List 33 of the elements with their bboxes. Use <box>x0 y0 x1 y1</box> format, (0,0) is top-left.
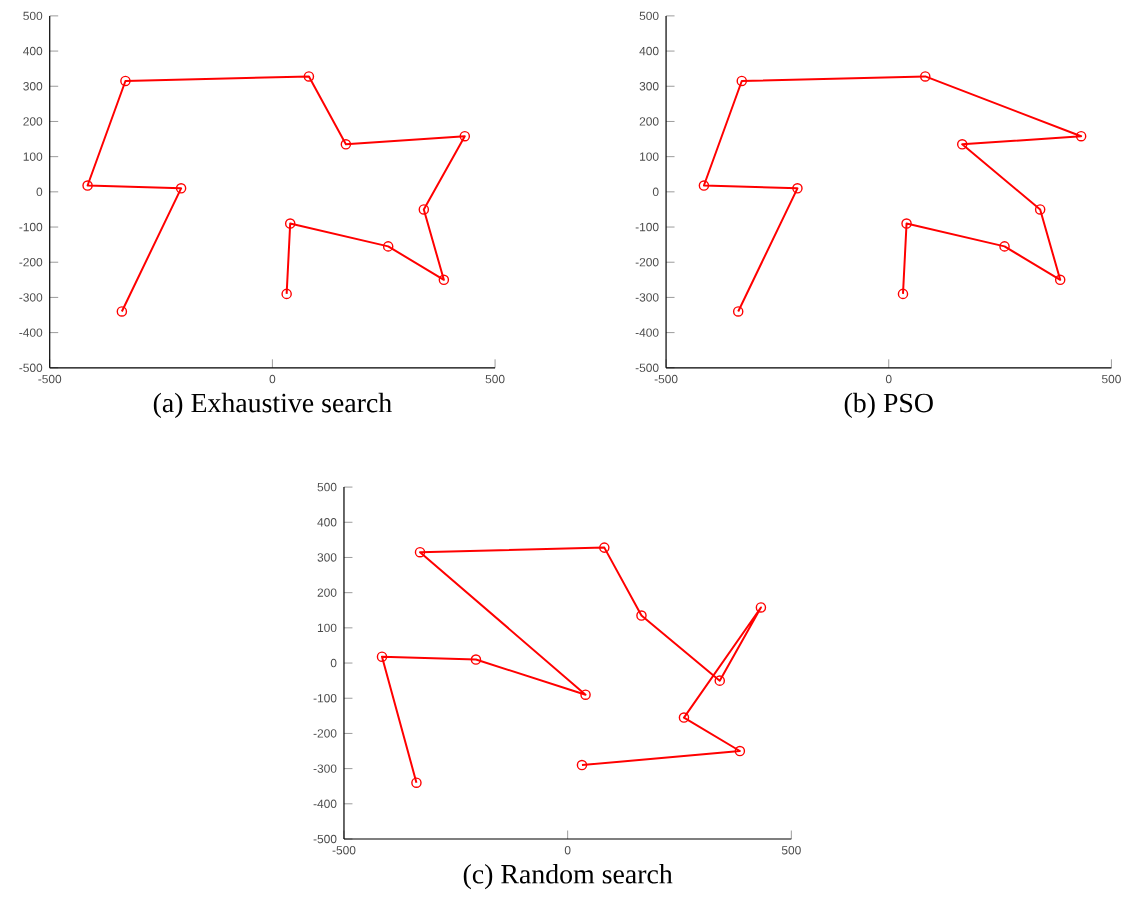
point <box>438 274 450 285</box>
point <box>636 610 647 621</box>
point <box>792 182 803 194</box>
point <box>303 70 315 82</box>
point <box>120 75 131 87</box>
point <box>382 240 394 252</box>
point <box>919 70 931 82</box>
point <box>414 546 426 558</box>
text: (a) Exhaustive search <box>153 392 392 418</box>
point <box>1054 274 1066 285</box>
point <box>340 138 352 150</box>
point <box>284 217 296 229</box>
point <box>736 75 748 87</box>
point <box>956 138 968 150</box>
point <box>734 745 746 757</box>
point <box>82 179 93 191</box>
point <box>901 217 912 229</box>
point <box>376 651 388 662</box>
point <box>470 654 482 665</box>
point <box>1034 203 1046 215</box>
point <box>418 203 430 215</box>
point <box>698 179 710 191</box>
point <box>678 712 690 723</box>
point <box>714 675 726 686</box>
point <box>580 689 591 700</box>
text: (c) Random search <box>463 863 673 889</box>
point <box>459 130 471 142</box>
point <box>599 542 610 553</box>
point <box>755 601 767 613</box>
point <box>175 182 187 194</box>
point <box>1075 130 1087 142</box>
point <box>999 240 1010 252</box>
text: (b) PSO <box>844 392 933 418</box>
